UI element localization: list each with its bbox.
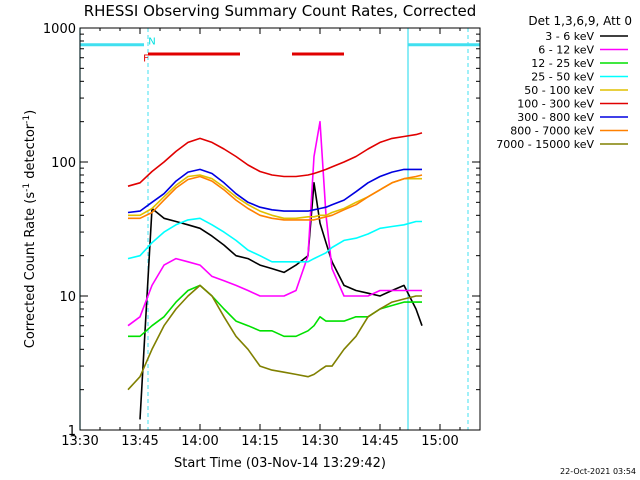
legend-label-3: 25 - 50 keV xyxy=(531,71,594,84)
series-line-5 xyxy=(127,132,423,187)
y-axis-label: Corrected Count Rate (s-1 detector-1) xyxy=(22,110,38,348)
x-tick-label-2: 14:00 xyxy=(181,434,218,449)
x-tick-label-4: 14:30 xyxy=(301,434,338,449)
timestamp: 22-Oct-2021 03:54 xyxy=(560,467,636,476)
y-axis-label-mid: detector xyxy=(23,123,38,183)
y-tick-label-2: 100 xyxy=(51,156,76,171)
x-tick-label-3: 14:15 xyxy=(241,434,278,449)
x-tick-label-1: 13:45 xyxy=(121,434,158,449)
y-tick-label-0: 1 xyxy=(68,424,76,439)
y-axis-label-sup1: -1 xyxy=(22,183,32,192)
y-axis-label-sup2: -1 xyxy=(22,115,32,124)
y-axis-label-main: Corrected Count Rate (s xyxy=(23,192,38,349)
x-tick-label-6: 15:00 xyxy=(421,434,458,449)
legend-label-5: 100 - 300 keV xyxy=(517,98,594,111)
y-tick-label-1: 10 xyxy=(59,290,76,305)
legend-label-7: 800 - 7000 keV xyxy=(510,125,594,138)
annotation-f: F xyxy=(143,54,149,65)
legend-label-0: 3 - 6 keV xyxy=(545,30,594,43)
series-line-4 xyxy=(128,174,422,220)
chart-marks: NF xyxy=(79,28,480,430)
series-line-6 xyxy=(127,168,422,214)
legend-label-1: 6 - 12 keV xyxy=(538,44,594,57)
x-axis-label: Start Time (03-Nov-14 13:29:42) xyxy=(174,456,386,471)
series-line-8 xyxy=(127,284,422,391)
legend-label-4: 50 - 100 keV xyxy=(524,84,594,97)
annotation-n: N xyxy=(148,37,155,48)
legend-label-6: 300 - 800 keV xyxy=(517,111,594,124)
x-tick-label-5: 14:45 xyxy=(361,434,398,449)
series-line-7 xyxy=(128,174,423,221)
legend-title: Det 1,3,6,9, Att 0 xyxy=(528,14,632,28)
legend-label-8: 7000 - 15000 keV xyxy=(496,138,594,151)
plot-frame xyxy=(79,27,481,431)
legend-label-2: 12 - 25 keV xyxy=(531,57,594,70)
axis-ticks: 13:30 13:45 14:00 14:15 14:30 14:45 15:00 1 10 10… xyxy=(43,22,481,449)
y-tick-label-3: 1000 xyxy=(43,22,76,37)
series-line-0 xyxy=(139,182,423,420)
series-line-1 xyxy=(127,120,422,327)
y-axis-label-end: ) xyxy=(23,110,38,115)
x-tick-label-0: 13:30 xyxy=(61,434,98,449)
chart-title: RHESSI Observing Summary Count Rates, Co… xyxy=(84,2,477,20)
series-line-3 xyxy=(127,217,422,263)
